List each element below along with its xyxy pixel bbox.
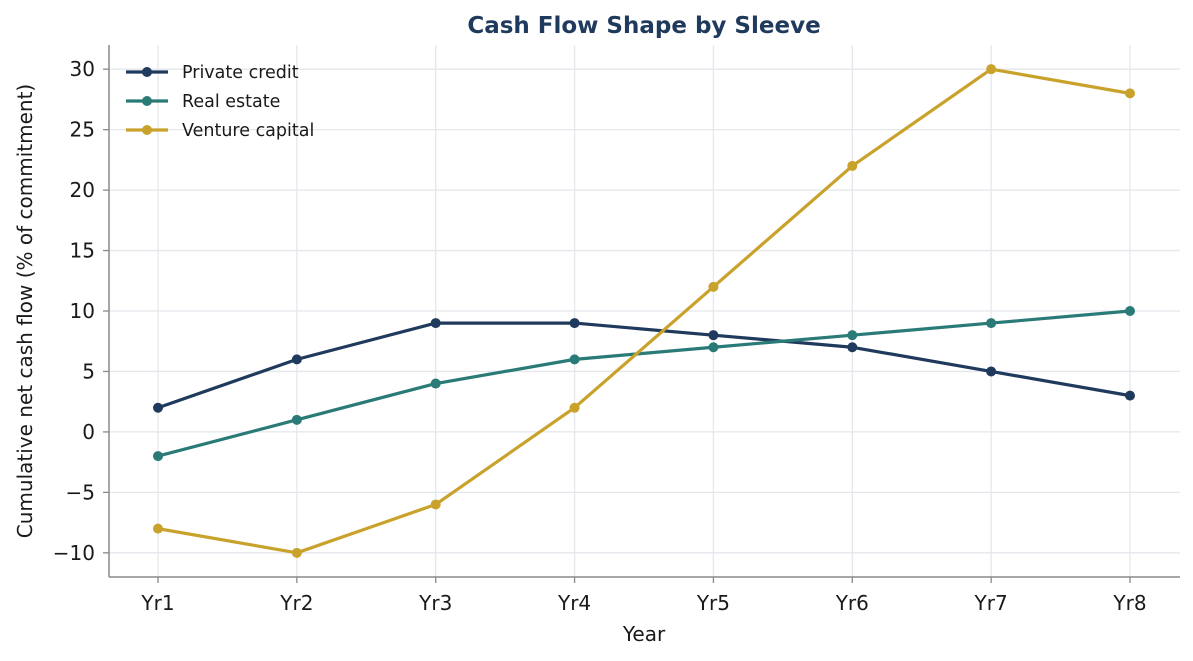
- data-point-real-estate: [986, 318, 997, 329]
- data-point-real-estate: [291, 414, 302, 425]
- data-point-real-estate: [430, 378, 441, 389]
- y-tick-label: 10: [70, 299, 95, 323]
- x-tick-label: Yr6: [835, 591, 869, 615]
- data-point-private-credit: [986, 366, 997, 377]
- y-tick-label: 0: [82, 420, 95, 444]
- data-point-private-credit: [153, 402, 163, 413]
- data-point-private-credit: [430, 318, 441, 329]
- legend-swatch-marker: [142, 96, 152, 106]
- series-private-credit: [153, 318, 1135, 413]
- data-point-private-credit: [569, 318, 580, 329]
- data-point-venture-capital: [153, 523, 163, 534]
- series-layer: [153, 64, 1135, 558]
- y-tick-label: 5: [82, 359, 95, 383]
- x-tick-label: Yr8: [1112, 591, 1146, 615]
- legend-item-venture-capital: Venture capital: [126, 121, 314, 141]
- chart-title: Cash Flow Shape by Sleeve: [467, 13, 820, 39]
- grid-layer: [109, 45, 1180, 577]
- series-line-real-estate: [156, 309, 1132, 458]
- data-point-venture-capital: [430, 499, 441, 510]
- y-tick-label: 15: [70, 239, 95, 263]
- y-tick-label: 30: [70, 57, 95, 81]
- data-point-real-estate: [708, 342, 719, 353]
- data-point-real-estate: [847, 330, 858, 341]
- legend-label: Real estate: [182, 92, 280, 112]
- tick-layer: Yr1 Yr2 Yr3 Yr4 Yr5 Yr6 Yr7 Yr8 −10 −5 0 5 10 15 20 25 3…: [53, 57, 1147, 615]
- data-point-private-credit: [291, 354, 302, 365]
- legend-swatch-marker: [142, 125, 152, 135]
- data-point-venture-capital: [847, 160, 858, 171]
- data-point-venture-capital: [291, 547, 302, 558]
- series-line-private-credit: [156, 321, 1132, 410]
- y-tick-label: −10: [53, 541, 95, 565]
- series-venture-capital: [153, 64, 1135, 558]
- data-point-private-credit: [847, 342, 858, 353]
- x-tick-label: Yr7: [974, 591, 1008, 615]
- x-tick-label: Yr5: [696, 591, 730, 615]
- y-tick-label: 25: [70, 118, 95, 142]
- data-point-private-credit: [708, 330, 719, 341]
- legend-item-private-credit: Private credit: [126, 63, 299, 83]
- x-axis-title: Year: [622, 622, 666, 646]
- x-tick-label: Yr3: [418, 591, 452, 615]
- legend-label: Venture capital: [182, 121, 314, 141]
- legend-label: Private credit: [182, 63, 299, 83]
- legend: Private credit Real estate Venture capital: [126, 63, 314, 141]
- data-point-venture-capital: [569, 402, 580, 413]
- legend-swatch-marker: [142, 67, 152, 77]
- x-tick-label: Yr2: [279, 591, 313, 615]
- data-point-real-estate: [1125, 306, 1135, 316]
- data-point-venture-capital: [986, 64, 997, 75]
- y-tick-label: 20: [70, 178, 95, 202]
- data-point-private-credit: [1125, 390, 1135, 401]
- series-real-estate: [153, 306, 1135, 462]
- data-point-venture-capital: [708, 281, 719, 292]
- y-tick-label: −5: [66, 480, 95, 504]
- data-point-venture-capital: [1125, 88, 1135, 99]
- data-point-real-estate: [569, 354, 580, 365]
- y-axis-title: Cumulative net cash flow (% of commitmen…: [13, 84, 37, 538]
- x-tick-label: Yr1: [140, 591, 174, 615]
- legend-item-real-estate: Real estate: [126, 92, 280, 112]
- x-tick-label: Yr4: [557, 591, 591, 615]
- data-point-real-estate: [153, 451, 163, 462]
- series-line-venture-capital: [156, 67, 1132, 555]
